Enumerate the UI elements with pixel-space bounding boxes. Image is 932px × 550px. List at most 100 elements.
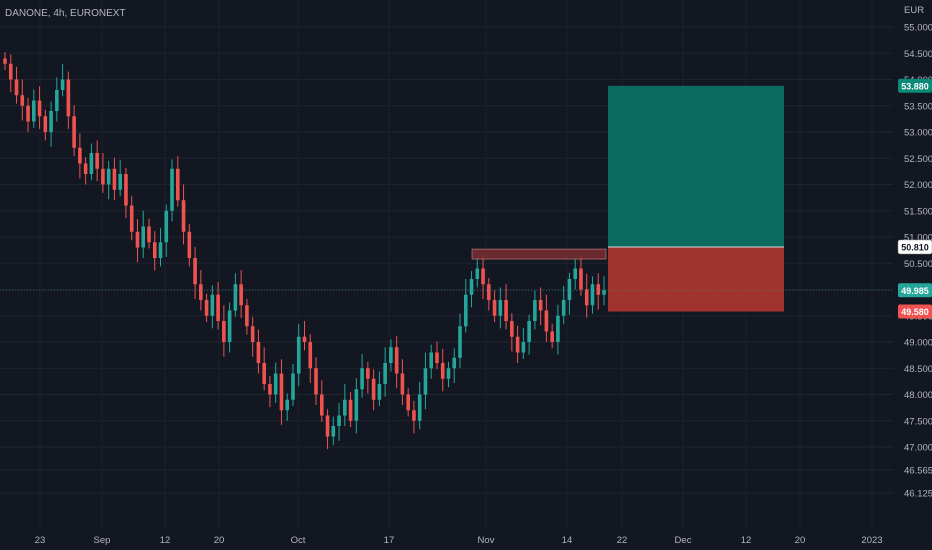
candle-body [193,258,197,285]
resistance-zone[interactable] [471,248,607,260]
candle-body [14,79,19,96]
candle-body [268,384,272,395]
candle-body [175,168,180,201]
candle-body [343,399,347,416]
candle-body [26,105,30,122]
candle-body [567,279,572,300]
x-axis[interactable]: 23 Sep 12 20 Oct 17 Nov 14 22 Dec 12 20 2023 [35,535,883,546]
candle-body [279,373,284,411]
candle-body [101,168,105,185]
candle-body [302,336,307,342]
price-badges: 53.880 50.810 49.985 49.580 [897,78,932,319]
last-price-badge: 49.985 [898,283,932,298]
candle-body [314,368,318,395]
candle-body [245,305,249,327]
candle-body [452,357,457,369]
entry-badge-text: 50.810 [901,242,929,252]
candle-body [262,363,266,384]
candle-body [602,290,606,295]
target-zone[interactable] [608,85,784,247]
candle-body [273,373,278,395]
candle-body [256,342,261,363]
x-tick-label: 14 [562,535,573,546]
grid [0,26,893,494]
last-price-badge-bg [898,283,932,298]
candle-body [590,284,595,306]
y-tick-label: 47.500 [904,416,932,427]
candle-body [106,168,111,185]
candle-body [521,342,526,353]
entry-badge-bg [897,239,932,255]
candle-body [527,321,531,342]
candlestick-series [3,52,606,450]
candle-body [366,368,370,379]
y-tick-label: 55.000 [904,23,932,34]
candle-body [124,174,128,206]
x-tick-label: 2023 [861,535,882,546]
stop-loss-badge-text: 49.580 [901,307,929,317]
y-tick-label: 48.500 [904,364,932,375]
candle-body [66,79,71,117]
take-profit-badge-text: 53.880 [901,81,929,91]
candle-body [389,347,393,363]
x-tick-label: Dec [675,535,692,546]
candle-body [504,300,508,321]
candle-body [596,284,601,295]
candle-body [20,95,25,106]
x-tick-label: 12 [741,535,752,546]
candle-body [458,326,462,358]
y-tick-label: 49.000 [904,338,932,349]
candle-body [210,294,215,316]
x-tick-label: 17 [384,535,395,546]
x-tick-label: Sep [94,535,111,546]
x-tick-label: 20 [214,535,225,546]
candle-body [348,399,353,421]
candle-body [233,284,238,311]
candle-body [141,226,146,248]
candle-body [204,300,209,316]
candle-body [60,79,65,90]
candle-body [435,352,439,363]
candle-body [423,368,428,395]
candle-body [498,300,503,316]
candle-body [492,300,497,316]
candle-body [78,147,82,164]
candle-body [187,231,192,258]
position-tool[interactable] [471,85,784,312]
candle-body [319,394,324,416]
candle-body [325,415,330,437]
candle-body [181,200,186,232]
y-tick-label: 51.000 [904,233,932,244]
candle-body [371,378,376,400]
candle-body [250,326,255,342]
stop-zone[interactable] [608,246,784,312]
x-tick-label: 22 [617,535,628,546]
candle-body [37,100,42,117]
candle-body [158,242,163,258]
candle-body [291,373,295,400]
x-tick-label: 20 [795,535,806,546]
last-price-badge-text: 49.985 [901,286,929,296]
candle-body [72,116,76,148]
candle-body [8,63,13,80]
candle-body [89,153,94,174]
y-tick-label: 53.000 [904,128,932,139]
x-tick-label: 12 [160,535,171,546]
candle-body [417,394,422,421]
take-profit-badge-bg [898,78,932,93]
candle-body [533,300,537,321]
candle-body [440,363,445,379]
candle-body [481,268,485,285]
y-tick-label: 53.500 [904,101,932,112]
candle-body [49,111,53,132]
candle-body [412,410,416,421]
candle-body [147,226,151,243]
stop-loss-badge-bg [898,304,932,319]
candle-body [55,90,59,111]
candle-body [394,347,399,374]
candle-body [331,426,336,437]
y-tick-label: 47.000 [904,443,932,454]
candle-body [446,368,451,379]
x-tick-label: Oct [291,535,306,546]
